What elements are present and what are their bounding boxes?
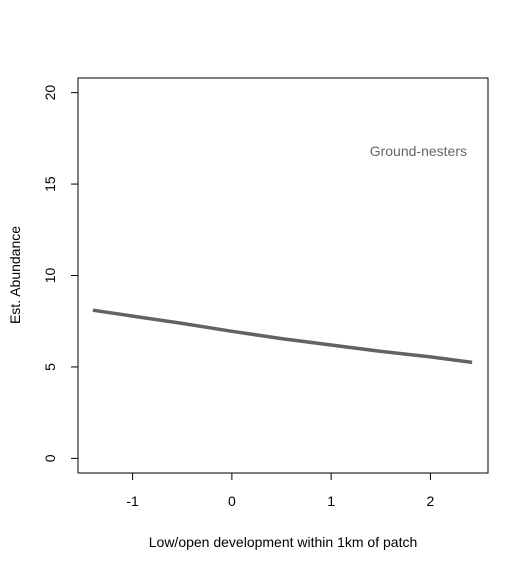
x-tick-label: 2 (427, 493, 435, 509)
y-tick-label: 5 (42, 363, 58, 371)
series-layer (92, 308, 473, 365)
x-tick-label: 0 (228, 493, 236, 509)
y-tick-label: 0 (42, 454, 58, 462)
y-axis-title: Est. Abundance (7, 226, 23, 324)
plot-frame (77, 77, 489, 474)
x-axis-title: Low/open development within 1km of patch (149, 534, 418, 550)
y-tick-label: 20 (42, 85, 58, 101)
y-tick-label: 10 (42, 268, 58, 284)
x-axis: -1 0 1 2 (126, 472, 435, 509)
x-tick-label: -1 (126, 493, 139, 509)
y-axis: 0 5 10 15 20 (42, 85, 79, 462)
series-annotation: Ground-nesters (370, 143, 467, 159)
x-tick-label: 1 (327, 493, 335, 509)
y-tick-label: 15 (42, 176, 58, 192)
series-line (92, 308, 473, 365)
